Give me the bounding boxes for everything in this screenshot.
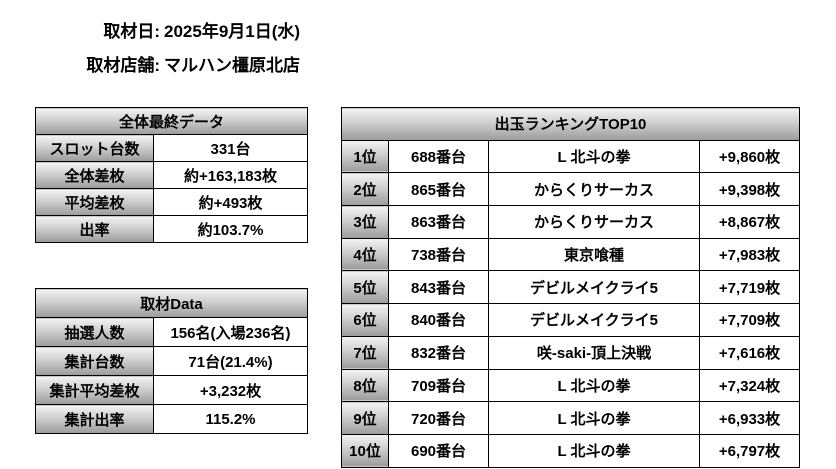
- payout-cell: +9,860枚: [699, 139, 800, 174]
- rank-cell: 2位: [341, 172, 389, 207]
- visit-date-value: 2025年9月1日(水): [164, 22, 301, 41]
- report-header: 取材日: 2025年9月1日(水) 取材店舗: マルハン橿原北店: [30, 20, 300, 78]
- survey-table-title: 取材Data: [35, 288, 308, 318]
- overall-table-title: 全体最終データ: [35, 107, 308, 135]
- row-label: 出率: [35, 215, 154, 243]
- row-value: 約103.7%: [153, 215, 308, 243]
- machine-number-cell: 738番台: [388, 237, 489, 272]
- table-row: 全体差枚 約+163,183枚: [35, 161, 308, 189]
- ranking-row: 6位 840番台 デビルメイクライ5 +7,709枚: [341, 303, 800, 337]
- row-value: 71台(21.4%): [153, 346, 308, 376]
- visit-date-label: 取材日:: [103, 22, 160, 41]
- machine-name-cell: L 北斗の拳: [488, 401, 700, 435]
- payout-cell: +7,719枚: [699, 270, 800, 305]
- ranking-row: 10位 690番台 L 北斗の拳 +6,797枚: [341, 433, 800, 468]
- table-row: 集計出率 115.2%: [35, 404, 308, 434]
- store-value: マルハン橿原北店: [164, 56, 300, 75]
- rank-cell: 1位: [341, 139, 389, 174]
- machine-name-cell: デビルメイクライ5: [488, 303, 700, 337]
- row-label: 集計出率: [35, 404, 154, 434]
- payout-cell: +6,933枚: [699, 401, 800, 435]
- machine-number-cell: 690番台: [388, 433, 489, 468]
- rank-cell: 3位: [341, 205, 389, 239]
- table-row: スロット台数 331台: [35, 134, 308, 162]
- table-row: 集計台数 71台(21.4%): [35, 346, 308, 376]
- payout-cell: +7,324枚: [699, 368, 800, 403]
- payout-cell: +7,983枚: [699, 237, 800, 272]
- machine-number-cell: 840番台: [388, 303, 489, 337]
- machine-number-cell: 720番台: [388, 401, 489, 435]
- ranking-row: 3位 863番台 からくりサーカス +8,867枚: [341, 205, 800, 239]
- payout-cell: +6,797枚: [699, 433, 800, 468]
- machine-name-cell: デビルメイクライ5: [488, 270, 700, 305]
- machine-name-cell: からくりサーカス: [488, 205, 700, 239]
- row-label: 集計台数: [35, 346, 154, 376]
- table-row: 抽選人数 156名(入場236名): [35, 317, 308, 347]
- right-column: 出玉ランキングTOP10 1位 688番台 L 北斗の拳 +9,860枚 2位 …: [341, 107, 800, 468]
- row-label: 平均差枚: [35, 188, 154, 216]
- machine-number-cell: 865番台: [388, 172, 489, 207]
- machine-number-cell: 688番台: [388, 139, 489, 174]
- ranking-table-title: 出玉ランキングTOP10: [341, 107, 800, 141]
- rank-cell: 5位: [341, 270, 389, 305]
- ranking-row: 7位 832番台 咲-saki-頂上決戦 +7,616枚: [341, 335, 800, 370]
- rank-cell: 7位: [341, 335, 389, 370]
- row-value: 331台: [153, 134, 308, 162]
- rank-cell: 9位: [341, 401, 389, 435]
- machine-name-cell: 東京喰種: [488, 237, 700, 272]
- machine-name-cell: L 北斗の拳: [488, 433, 700, 468]
- machine-number-cell: 709番台: [388, 368, 489, 403]
- table-row: 出率 約103.7%: [35, 215, 308, 243]
- row-value: +3,232枚: [153, 375, 308, 405]
- machine-number-cell: 863番台: [388, 205, 489, 239]
- ranking-row: 2位 865番台 からくりサーカス +9,398枚: [341, 172, 800, 207]
- table-title-row: 全体最終データ: [35, 107, 308, 135]
- row-label: スロット台数: [35, 134, 154, 162]
- payout-cell: +7,709枚: [699, 303, 800, 337]
- table-row: 平均差枚 約+493枚: [35, 188, 308, 216]
- ranking-row: 4位 738番台 東京喰種 +7,983枚: [341, 237, 800, 272]
- row-label: 全体差枚: [35, 161, 154, 189]
- store-label: 取材店舗:: [86, 56, 160, 75]
- row-value: 約+163,183枚: [153, 161, 308, 189]
- row-label: 抽選人数: [35, 317, 154, 347]
- overall-data-table: 全体最終データ スロット台数 331台 全体差枚 約+163,183枚 平均差枚…: [35, 107, 308, 243]
- ranking-row: 1位 688番台 L 北斗の拳 +9,860枚: [341, 139, 800, 174]
- machine-name-cell: L 北斗の拳: [488, 368, 700, 403]
- payout-cell: +9,398枚: [699, 172, 800, 207]
- machine-number-cell: 843番台: [388, 270, 489, 305]
- row-value: 約+493枚: [153, 188, 308, 216]
- machine-number-cell: 832番台: [388, 335, 489, 370]
- survey-data-table: 取材Data 抽選人数 156名(入場236名) 集計台数 71台(21.4%)…: [35, 288, 308, 434]
- ranking-row: 8位 709番台 L 北斗の拳 +7,324枚: [341, 368, 800, 403]
- ranking-row: 5位 843番台 デビルメイクライ5 +7,719枚: [341, 270, 800, 305]
- rank-cell: 6位: [341, 303, 389, 337]
- row-label: 集計平均差枚: [35, 375, 154, 405]
- row-value: 156名(入場236名): [153, 317, 308, 347]
- rank-cell: 4位: [341, 237, 389, 272]
- payout-ranking-table: 出玉ランキングTOP10 1位 688番台 L 北斗の拳 +9,860枚 2位 …: [341, 107, 800, 468]
- ranking-row: 9位 720番台 L 北斗の拳 +6,933枚: [341, 401, 800, 435]
- payout-cell: +7,616枚: [699, 335, 800, 370]
- machine-name-cell: 咲-saki-頂上決戦: [488, 335, 700, 370]
- rank-cell: 10位: [341, 433, 389, 468]
- row-value: 115.2%: [153, 404, 308, 434]
- table-row: 集計平均差枚 +3,232枚: [35, 375, 308, 405]
- rank-cell: 8位: [341, 368, 389, 403]
- payout-cell: +8,867枚: [699, 205, 800, 239]
- left-column: 全体最終データ スロット台数 331台 全体差枚 約+163,183枚 平均差枚…: [35, 107, 308, 434]
- table-title-row: 取材Data: [35, 288, 308, 318]
- machine-name-cell: からくりサーカス: [488, 172, 700, 207]
- machine-name-cell: L 北斗の拳: [488, 139, 700, 174]
- table-title-row: 出玉ランキングTOP10: [341, 107, 800, 141]
